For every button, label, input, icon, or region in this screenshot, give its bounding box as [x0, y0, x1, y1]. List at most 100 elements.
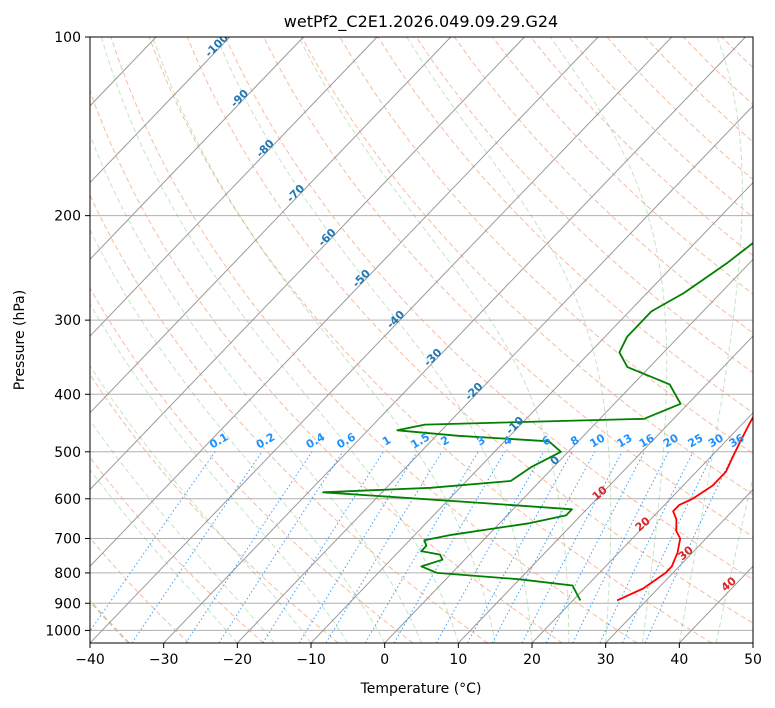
x-tick-label: −30 — [149, 652, 179, 668]
isotherm — [531, 412, 753, 643]
mixing-ratio-line — [90, 451, 216, 633]
mixing-ratio-label: 3 — [475, 433, 488, 448]
y-tick-label: 500 — [54, 445, 81, 461]
y-tick-label: 300 — [54, 313, 81, 329]
isotherm-label: -80 — [254, 137, 277, 160]
dry-adiabat — [90, 537, 190, 643]
mixing-ratio-label: 13 — [615, 431, 635, 450]
mixing-ratio-label: 16 — [637, 431, 657, 450]
moist-adiabat-label: 40 — [719, 574, 739, 594]
isotherm-label: -30 — [421, 346, 444, 369]
dry-adiabat — [453, 37, 753, 334]
dry-adiabat — [148, 37, 712, 643]
moist-adiabat — [90, 228, 386, 643]
isotherm — [90, 37, 525, 491]
isotherm — [384, 258, 753, 643]
mixing-ratio-line — [364, 451, 479, 643]
moist-adiabat — [152, 37, 496, 643]
y-tick-label: 600 — [54, 492, 81, 508]
mixing-ratio-line — [599, 451, 694, 643]
isotherm-label: -90 — [228, 87, 251, 110]
moist-adiabat — [90, 468, 238, 643]
x-tick-label: 0 — [380, 652, 389, 668]
chart-title: wetPf2_C2E1.2026.049.09.29.G24 — [284, 12, 558, 32]
dry-adiabat — [760, 37, 775, 643]
mixing-ratio-line — [435, 451, 545, 643]
x-tick-label: 10 — [449, 652, 467, 668]
isotherm — [752, 642, 753, 643]
y-tick-label: 700 — [54, 532, 81, 548]
x-tick-label: 40 — [670, 652, 688, 668]
dry-adiabat — [90, 456, 264, 643]
plot-frame — [89, 36, 754, 644]
pressure-gridlines — [90, 37, 753, 631]
y-tick-label: 400 — [54, 387, 81, 403]
moist-adiabat — [406, 37, 612, 643]
x-tick-label: 20 — [523, 652, 541, 668]
moist-adiabat — [298, 37, 570, 643]
mixing-ratio-line — [218, 451, 344, 643]
moist-adiabat — [550, 37, 668, 643]
y-axis-label: Pressure (hPa) — [12, 290, 28, 390]
moist-adiabat — [678, 37, 743, 643]
isotherm — [236, 105, 753, 643]
isotherm-label: -70 — [284, 182, 307, 205]
moist-adiabat — [715, 475, 753, 643]
moist-adiabat-label: 20 — [633, 514, 653, 534]
dry-adiabat — [721, 37, 753, 69]
x-tick-label: −10 — [296, 652, 326, 668]
mixing-ratio-line — [185, 451, 313, 643]
dry-adiabat — [263, 37, 753, 538]
isotherm — [90, 37, 378, 337]
dry-adiabat — [682, 37, 753, 106]
isotherm-label: -20 — [462, 380, 485, 403]
isotherm-label: -60 — [315, 226, 338, 249]
mixing-ratio-label: 30 — [706, 431, 726, 450]
mixing-ratio-label: 8 — [568, 433, 581, 448]
dry-adiabat — [415, 37, 753, 374]
sounding-series-line — [322, 241, 753, 601]
moist-adiabat — [90, 133, 422, 643]
mixing-ratio-label: 6 — [540, 433, 553, 448]
dry-adiabat — [568, 37, 753, 218]
mixing-ratio-line — [262, 451, 384, 643]
mixing-ratio-label: 10 — [588, 431, 608, 450]
isotherm-label: -40 — [384, 308, 407, 331]
mixing-ratio-line — [393, 451, 506, 643]
isotherm — [163, 37, 746, 643]
mixing-ratio-line — [572, 451, 669, 643]
x-tick-label: −40 — [75, 652, 105, 668]
dry-adiabat — [90, 373, 339, 643]
mixing-ratio-label: 25 — [686, 431, 706, 450]
y-tick-label: 200 — [54, 209, 81, 225]
mixing-ratio-line — [467, 451, 573, 643]
mixing-ratio-label: 0.2 — [254, 430, 277, 451]
dry-adiabat — [90, 194, 488, 643]
dry-adiabat — [339, 37, 753, 455]
x-tick-label: −20 — [223, 652, 253, 668]
mixing-ratio-line — [491, 451, 596, 643]
mixing-ratio-lines — [90, 451, 735, 643]
moist-adiabat-label: 10 — [590, 483, 610, 503]
isotherm — [90, 37, 452, 414]
moist-adiabat — [100, 37, 459, 643]
isotherm-label: -50 — [350, 267, 373, 290]
y-tick-label: 800 — [54, 566, 81, 582]
y-tick-label: 900 — [54, 596, 81, 612]
moist-adiabats — [90, 37, 753, 643]
isotherm — [605, 488, 753, 643]
axis-ticks: −40 −30 −20 −10 0 10 20 30 40 5010020030040050060… — [45, 30, 762, 668]
x-tick-label: 30 — [597, 652, 615, 668]
mixing-ratio-line — [131, 451, 263, 643]
mixing-ratio-line — [545, 451, 645, 643]
isotherm — [310, 181, 753, 643]
isotherm — [457, 335, 753, 643]
moist-adiabat — [90, 365, 312, 643]
mixing-ratio-line — [325, 451, 443, 643]
y-tick-label: 100 — [54, 30, 81, 46]
isotherm — [0, 37, 9, 643]
sounding-profiles — [322, 241, 753, 602]
x-tick-label: 50 — [744, 652, 762, 668]
isotherms — [0, 37, 753, 643]
